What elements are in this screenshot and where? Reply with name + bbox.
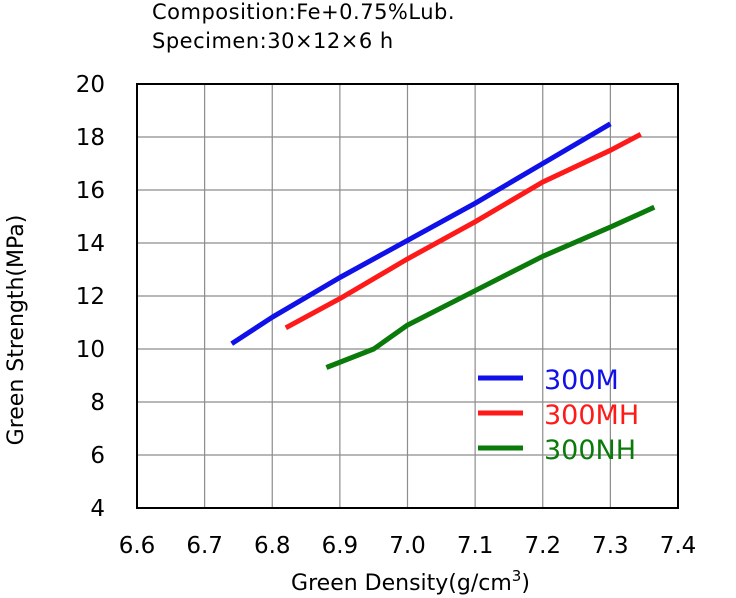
series-line-300M — [230, 121, 612, 346]
plot-frame — [136, 83, 679, 509]
series-lines — [230, 121, 656, 370]
x-tick-label: 7.3 — [592, 533, 629, 559]
y-tick-label: 14 — [76, 231, 105, 257]
x-tick-label: 6.8 — [254, 533, 291, 559]
y-tick-label: 4 — [90, 496, 105, 522]
y-tick-label: 20 — [76, 72, 105, 98]
x-axis-title-main: Green Density(g/cm — [291, 571, 512, 596]
legend: 300M 300MH 300NH — [478, 365, 639, 466]
y-tick-label: 18 — [76, 125, 105, 151]
series-line-300NH — [325, 204, 656, 370]
y-tick-label: 12 — [76, 284, 105, 310]
legend-label-300NH: 300NH — [544, 435, 636, 466]
x-tick-label: 6.9 — [322, 533, 359, 559]
x-tick-labels: 6.6 6.7 6.8 6.9 7.0 7.1 7.2 7.3 7.4 — [119, 533, 697, 559]
y-tick-label: 6 — [90, 443, 105, 469]
x-tick-label: 6.7 — [186, 533, 223, 559]
series-line-300MH — [284, 132, 642, 331]
x-tick-label: 7.2 — [524, 533, 561, 559]
x-tick-label: 6.6 — [119, 533, 156, 559]
y-tick-label: 16 — [76, 178, 105, 204]
composition-annotation: Composition:Fe+0.75%Lub. — [152, 0, 456, 24]
legend-label-300M: 300M — [544, 365, 619, 396]
x-axis-title-superscript: 3 — [512, 567, 522, 585]
y-axis-title: Green Strength(MPa) — [4, 215, 29, 446]
legend-label-300MH: 300MH — [544, 400, 639, 431]
x-tick-label: 7.4 — [660, 533, 697, 559]
x-tick-label: 7.0 — [389, 533, 426, 559]
x-axis-title: Green Density(g/cm3) — [291, 567, 530, 596]
y-tick-labels: 4 6 8 10 12 14 16 18 20 — [76, 72, 105, 522]
x-axis-title-end: ) — [521, 571, 530, 596]
specimen-annotation: Specimen:30×12×6 h — [152, 29, 394, 53]
x-tick-label: 7.1 — [457, 533, 494, 559]
y-tick-label: 8 — [90, 390, 105, 416]
y-tick-label: 10 — [76, 337, 105, 363]
